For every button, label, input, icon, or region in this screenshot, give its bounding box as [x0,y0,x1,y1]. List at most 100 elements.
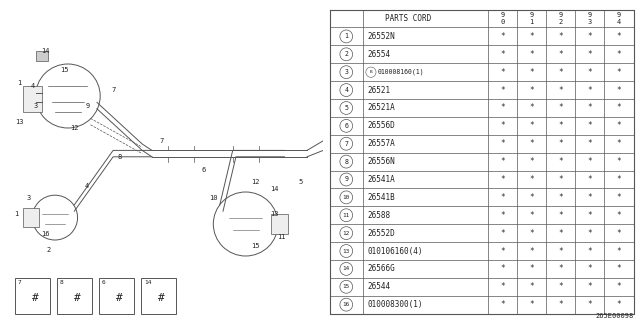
Text: 9
4: 9 4 [617,12,621,25]
Text: *: * [617,85,621,95]
Text: *: * [558,264,563,273]
Text: 9
0: 9 0 [500,12,504,25]
Text: 26554: 26554 [368,50,391,59]
Text: *: * [558,50,563,59]
Text: 010106160(4): 010106160(4) [368,246,423,255]
Text: *: * [500,50,504,59]
Text: 10: 10 [342,195,350,200]
Text: *: * [529,282,534,291]
Text: 8: 8 [344,159,348,164]
Text: *: * [500,139,504,148]
Text: *: * [558,228,563,238]
Text: *: * [558,139,563,148]
Text: 6: 6 [202,167,205,172]
Text: *: * [500,103,504,112]
Text: 14: 14 [271,186,279,192]
Text: *: * [617,50,621,59]
Text: *: * [588,68,592,77]
Text: *: * [500,300,504,309]
Text: 12: 12 [251,180,260,185]
Text: 26541A: 26541A [368,175,396,184]
Text: *: * [558,103,563,112]
Text: *: * [500,282,504,291]
Text: *: * [558,282,563,291]
Text: *: * [588,264,592,273]
Text: 9: 9 [85,103,90,108]
Text: *: * [588,32,592,41]
Text: *: * [588,157,592,166]
Text: *: * [588,85,592,95]
Text: *: * [500,157,504,166]
Text: 15: 15 [60,68,69,73]
Text: 9
3: 9 3 [588,12,592,25]
FancyBboxPatch shape [22,86,42,112]
Text: *: * [558,246,563,255]
Text: 15: 15 [342,284,350,289]
Text: *: * [558,300,563,309]
Text: 13: 13 [15,119,24,124]
Text: *: * [617,264,621,273]
Text: 14: 14 [144,280,151,285]
Text: 3: 3 [33,103,38,108]
Text: 14: 14 [342,266,350,271]
Text: 13: 13 [342,249,350,253]
Text: *: * [500,228,504,238]
Text: *: * [529,193,534,202]
Text: 12: 12 [70,125,79,131]
Text: 7: 7 [344,141,348,147]
Text: *: * [588,121,592,130]
Text: *: * [529,139,534,148]
Text: *: * [500,85,504,95]
Text: 4: 4 [85,183,90,188]
Text: *: * [500,193,504,202]
Text: 15: 15 [251,244,260,249]
Text: 26556N: 26556N [368,157,396,166]
Text: 265E00098: 265E00098 [595,313,634,319]
Text: *: * [588,282,592,291]
Text: *: * [617,193,621,202]
Text: *: * [617,175,621,184]
FancyBboxPatch shape [271,214,287,234]
Text: 010008300(1): 010008300(1) [368,300,423,309]
Text: *: * [617,211,621,220]
Text: 2: 2 [344,51,348,57]
Text: 1: 1 [17,80,22,86]
Text: 8: 8 [118,154,122,160]
FancyBboxPatch shape [15,278,50,314]
Text: *: * [617,228,621,238]
Text: *: * [617,68,621,77]
Text: *: * [558,157,563,166]
Text: 8: 8 [60,280,63,285]
Text: PARTS CORD: PARTS CORD [385,14,432,23]
Text: *: * [558,211,563,220]
Text: *: * [500,246,504,255]
Text: *: * [529,211,534,220]
Text: *: * [529,50,534,59]
Text: *: * [617,282,621,291]
Text: 11: 11 [342,213,350,218]
Text: *: * [529,175,534,184]
Text: *: * [617,103,621,112]
Text: *: * [529,264,534,273]
Text: 16: 16 [41,231,49,236]
Text: *: * [500,32,504,41]
Text: *: * [588,193,592,202]
Text: 9: 9 [344,177,348,182]
Text: 6: 6 [344,123,348,129]
Text: #: # [158,292,165,303]
Text: 26556D: 26556D [368,121,396,130]
Text: 26521A: 26521A [368,103,396,112]
Text: *: * [617,157,621,166]
Text: 26566G: 26566G [368,264,396,273]
Text: *: * [558,175,563,184]
Text: 7: 7 [18,280,22,285]
Text: 26541B: 26541B [368,193,396,202]
Text: 26588: 26588 [368,211,391,220]
Text: 010008160(1): 010008160(1) [378,69,424,76]
Text: *: * [529,85,534,95]
Text: 7: 7 [111,87,115,92]
Text: *: * [558,32,563,41]
Text: 6: 6 [102,280,106,285]
Text: #: # [116,292,123,303]
Text: *: * [500,121,504,130]
